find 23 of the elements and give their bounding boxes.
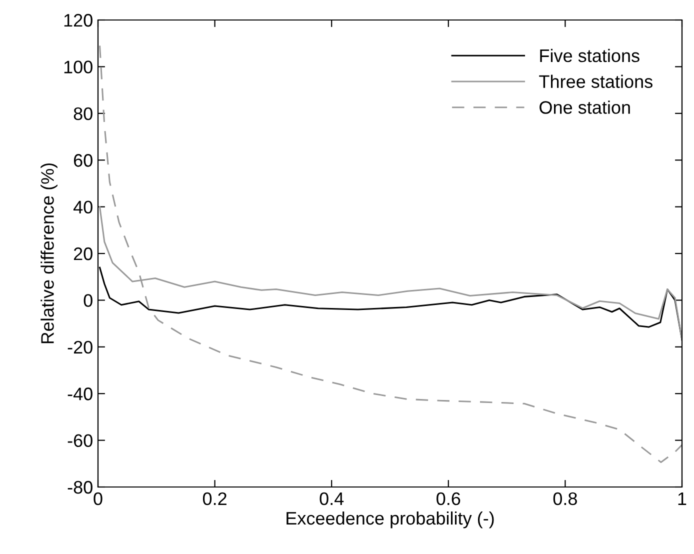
y-axis-title: Relative difference (%) [40, 163, 58, 344]
y-tick-label: -60 [68, 434, 92, 448]
x-tick-label: 1 [678, 492, 686, 505]
line-series [98, 44, 682, 464]
x-tick-label: 0.2 [202, 492, 226, 506]
x-tick-label: 0.8 [553, 492, 577, 506]
y-tick-label: 100 [64, 60, 92, 74]
x-tick-label: 0 [94, 492, 102, 506]
legend-label: Five stations [540, 48, 640, 62]
y-tick-label: -20 [68, 340, 92, 354]
y-tick-label: 20 [74, 247, 92, 260]
x-tick-label: 0.4 [320, 492, 344, 506]
x-tick-label: 0.6 [436, 492, 460, 506]
y-tick-label: 80 [74, 107, 92, 120]
y-tick-label: 60 [74, 154, 92, 167]
y-tick-label: -40 [68, 388, 92, 400]
y-tick-label: -80 [68, 480, 92, 494]
y-tick-label: 40 [73, 200, 92, 214]
y-tick-label: 120 [64, 14, 92, 27]
legend-label: One station [540, 100, 630, 114]
x-axis-title: Exceedence probability (-) [286, 511, 494, 528]
legend-label: Three stations [539, 74, 652, 88]
y-tick-label: 0 [84, 294, 92, 307]
